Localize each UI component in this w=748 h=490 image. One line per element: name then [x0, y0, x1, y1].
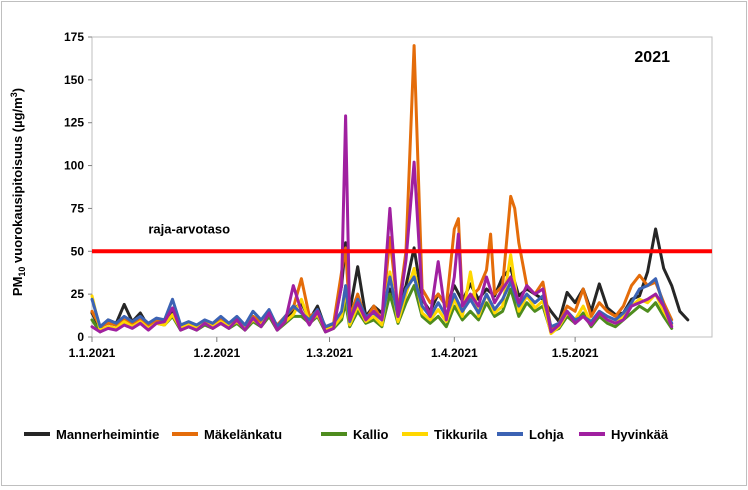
y-axis-label-sub: 10 — [17, 267, 27, 277]
series-lines — [90, 44, 690, 336]
y-tick-label: 100 — [64, 159, 84, 173]
y-tick-label: 75 — [71, 201, 85, 215]
y-tick-label: 175 — [64, 30, 84, 44]
legend-label: Kallio — [353, 427, 388, 442]
legend-label: Mäkelänkatu — [204, 427, 282, 442]
y-axis-ticks: 0 25 50 75 100 125 150 175 — [64, 30, 92, 344]
legend-label: Lohja — [529, 427, 564, 442]
y-axis-label-rest: vuorokausipitoisuus (µg/m — [10, 97, 25, 266]
x-tick-label: 1.5.2021 — [552, 346, 599, 360]
legend-label: Hyvinkää — [611, 427, 669, 442]
y-axis-label-main: PM — [10, 277, 25, 297]
y-axis-label-end: ) — [10, 88, 25, 92]
legend-label: Mannerheimintie — [56, 427, 159, 442]
x-axis-ticks: 1.1.2021 1.2.2021 1.3.2021 1.4.2021 1.5.2021 — [69, 337, 599, 360]
y-tick-label: 50 — [71, 244, 85, 258]
x-tick-label: 1.2.2021 — [193, 346, 240, 360]
y-axis-label: PM10 vuorokausipitoisuus (µg/m3) — [9, 88, 27, 296]
legend-label: Tikkurila — [434, 427, 488, 442]
y-tick-label: 25 — [71, 287, 85, 301]
x-tick-label: 1.3.2021 — [306, 346, 353, 360]
y-tick-label: 125 — [64, 116, 84, 130]
limit-line-label: raja-arvotaso — [148, 221, 230, 236]
chart-title: 2021 — [634, 49, 670, 66]
y-tick-label: 150 — [64, 73, 84, 87]
limit-line-group: raja-arvotaso — [92, 221, 712, 254]
x-tick-label: 1.4.2021 — [431, 346, 478, 360]
series-line-2 — [90, 44, 674, 330]
x-tick-label: 1.1.2021 — [69, 346, 116, 360]
series-line-6 — [90, 114, 674, 334]
legend: Mannerheimintie Mäkelänkatu Kallio Tikkuril… — [24, 427, 669, 442]
y-tick-label: 0 — [77, 330, 84, 344]
y-axis-label-sup: 3 — [9, 92, 19, 97]
